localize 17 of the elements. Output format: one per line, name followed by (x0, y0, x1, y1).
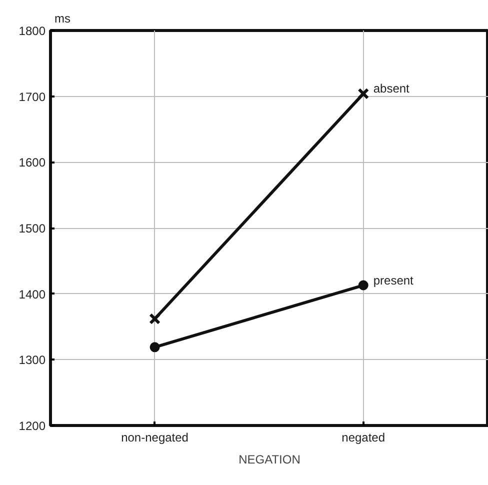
point (358, 88, 370, 100)
series-label: absent (373, 82, 410, 96)
y-tick-label: 1400 (18, 287, 46, 302)
y-tick-label: 1700 (18, 90, 46, 104)
series-label: present (373, 273, 414, 288)
point (150, 342, 160, 352)
y-tick-label: 1600 (18, 156, 46, 170)
y-tick-label: 1800 (18, 24, 46, 38)
point (358, 280, 368, 290)
y-axis-title: ms (54, 12, 70, 26)
x-tick-label: negated (342, 430, 386, 444)
y-tick-label: 1200 (18, 419, 46, 433)
point (149, 313, 161, 325)
y-tick-label: 1500 (18, 222, 46, 236)
x-tick-label: non-negated (121, 430, 188, 444)
y-tick-label: 1300 (18, 353, 46, 368)
x-axis-title: NEGATION (238, 452, 300, 466)
